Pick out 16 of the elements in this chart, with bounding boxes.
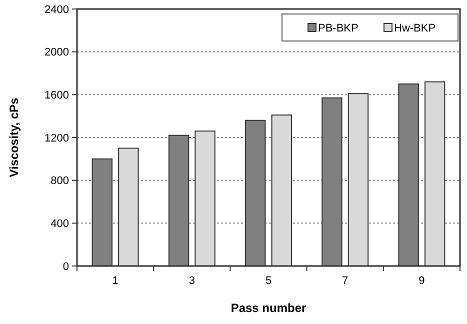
- x-tick-label: 3: [188, 275, 195, 287]
- y-tick-label: 1600: [44, 90, 69, 102]
- y-axis-title: Viscosity, cPs: [7, 97, 21, 178]
- x-axis-title: Pass number: [230, 301, 307, 315]
- y-tick-label: 800: [50, 175, 69, 188]
- y-tick-label: 2400: [44, 4, 69, 16]
- x-tick-label: 1: [112, 275, 118, 287]
- x-tick-label: 7: [342, 275, 348, 287]
- x-tick-label: 5: [265, 275, 272, 287]
- y-tick-label: 0: [62, 260, 69, 273]
- legend-label: Hw-BKP: [394, 22, 436, 34]
- y-tick-label: 400: [50, 218, 69, 230]
- y-tick-label: 2000: [44, 46, 69, 59]
- y-tick-label: 1200: [44, 132, 69, 144]
- legend-label: PB-BKP: [318, 22, 358, 34]
- x-tick-label: 9: [418, 275, 425, 287]
